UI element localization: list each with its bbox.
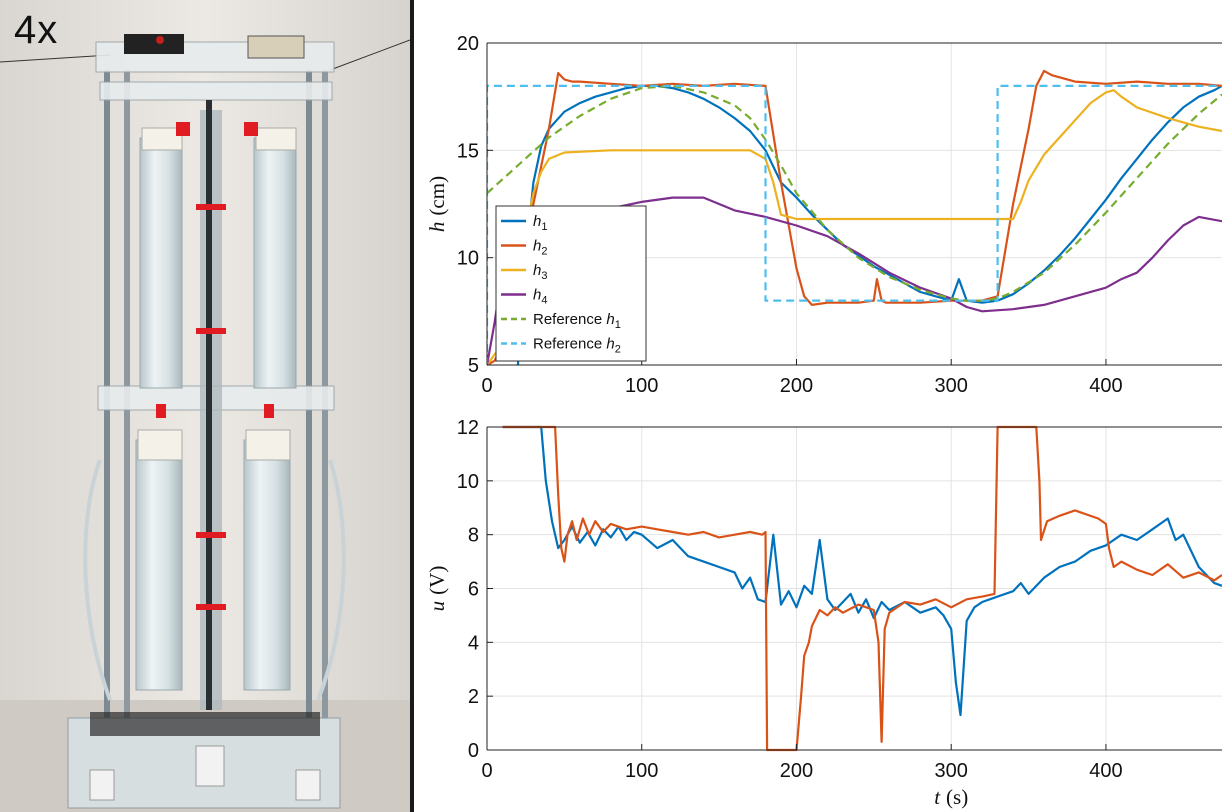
y-tick-label: 8	[468, 525, 479, 547]
legend-label-6: Reference h2	[533, 336, 621, 356]
y-axis-title: u (V)	[425, 566, 449, 612]
chart-panel: 0 100 200 300 400 5 10 15 20 h(cm) h1 h2 h3 h4 Referen…	[414, 0, 1222, 812]
y-tick-label: 4	[468, 632, 479, 654]
legend-var: h	[533, 262, 541, 279]
charts-svg: 0 100 200 300 4005101520h(cm)h1h2h3h4Referen…	[425, 33, 1222, 809]
y-tick-label: 0	[468, 740, 479, 762]
x-tick-label: 300	[935, 760, 968, 782]
legend-text: Reference	[533, 311, 606, 328]
y-tick-label: 12	[457, 417, 479, 439]
legend-sub: 4	[541, 295, 547, 307]
x-axis-title-var: t	[934, 785, 941, 809]
legend-sub: 3	[541, 270, 547, 282]
legend-sub: 1	[615, 319, 621, 331]
y-axis-title-unit: (cm)	[425, 176, 449, 216]
x-tick-label: 0	[481, 760, 492, 782]
series-line-2	[502, 425, 1222, 752]
x-tick-label: 100	[625, 375, 658, 397]
y-tick-label: 10	[457, 471, 479, 493]
x-tick-label: 400	[1089, 375, 1122, 397]
x-axis-title: t (s)	[934, 785, 968, 809]
legend-label-3: h3	[533, 262, 547, 282]
series-line-5	[487, 84, 1222, 302]
legend-var: h	[606, 336, 614, 353]
legend-var: h	[533, 213, 541, 230]
y-tick-label: 15	[457, 140, 479, 162]
x-tick-label: 100	[625, 760, 658, 782]
y-tick-label: 2	[468, 686, 479, 708]
legend-sub: 2	[541, 246, 547, 258]
x-tick-label: 200	[780, 760, 813, 782]
x-tick-label: 300	[935, 375, 968, 397]
y-axis-title: h (cm)	[425, 176, 449, 232]
four-tank-apparatus-illustration	[0, 0, 410, 812]
legend-var: h	[533, 287, 541, 304]
y-tick-label: 6	[468, 579, 479, 601]
playback-speed-label: 4x	[14, 8, 59, 52]
x-tick-label: 400	[1089, 760, 1122, 782]
series-line-3	[487, 89, 1222, 366]
legend-sub: 2	[615, 344, 621, 356]
legend-label-4: h4	[533, 287, 547, 307]
legend-label-2: h2	[533, 238, 547, 258]
series-line-1	[502, 425, 1222, 717]
legend-var: h	[533, 238, 541, 255]
legend-var: h	[606, 311, 614, 328]
legend-label-5: Reference h1	[533, 311, 621, 331]
series-line-6	[487, 84, 1222, 365]
series-line-1	[516, 84, 1222, 366]
y-axis-title-var: u	[425, 601, 449, 612]
y-tick-label: 10	[457, 248, 479, 270]
series-line-2	[487, 69, 1222, 366]
x-axis-title-unit: (s)	[946, 785, 968, 809]
panel-divider	[410, 0, 414, 812]
y-tick-label: 20	[457, 33, 479, 55]
apparatus-photo: 4x	[0, 0, 410, 812]
y-axis-title-var: h	[425, 222, 449, 233]
legend-sub: 1	[541, 221, 547, 233]
x-tick-label: 200	[780, 375, 813, 397]
y-axis-title-unit: (V)	[425, 566, 449, 595]
legend-label-1: h1	[533, 213, 547, 233]
legend-text: Reference	[533, 336, 606, 353]
chart-2: 0 100 200 300 400 0 2 4 6 8 10 12 u (V) t (s)	[425, 417, 1222, 809]
x-tick-label: 0	[481, 375, 492, 397]
y-tick-label: 5	[468, 355, 479, 377]
legend-box	[495, 205, 647, 362]
chart-1: 0 100 200 300 4005101520h(cm)h1h2h3h4Referen…	[425, 33, 1222, 397]
